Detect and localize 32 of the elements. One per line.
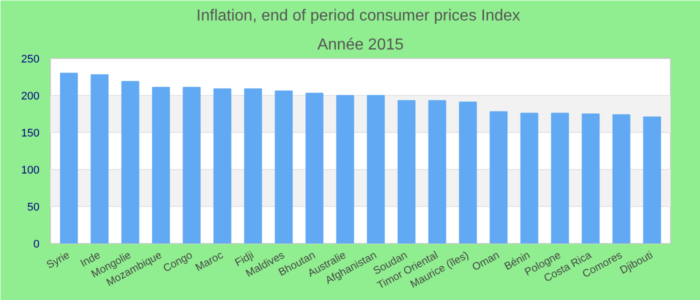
y-tick-label: 0	[33, 238, 40, 250]
bar	[152, 86, 170, 244]
bar	[398, 100, 416, 244]
y-tick-label: 50	[27, 202, 40, 214]
y-tick-label: 200	[21, 90, 40, 102]
bar	[643, 116, 662, 244]
bar	[520, 112, 538, 244]
bar	[90, 74, 109, 244]
bar	[182, 86, 201, 244]
bar	[612, 114, 630, 244]
bar	[428, 100, 446, 244]
bar	[244, 88, 262, 244]
x-tick-label: Maroc	[194, 248, 226, 274]
x-tick-label: Syrie	[44, 249, 72, 272]
x-tick-label: Oman	[470, 249, 502, 274]
chart-title: Inflation, end of period consumer prices Index	[196, 8, 520, 24]
bar	[121, 80, 140, 244]
bar	[490, 111, 508, 244]
x-tick-label: Congo	[161, 249, 195, 275]
bar	[306, 92, 324, 244]
y-tick-label: 250	[21, 54, 40, 66]
y-tick-label: 150	[21, 128, 40, 140]
bar	[213, 88, 232, 244]
bar	[582, 114, 600, 244]
chart-subtitle: Année 2015	[317, 36, 404, 54]
bar	[274, 90, 293, 244]
bar	[336, 95, 354, 244]
y-tick-label: 100	[21, 164, 40, 176]
bar	[366, 95, 385, 244]
bar	[458, 102, 477, 244]
bar	[551, 112, 569, 244]
bar	[60, 72, 78, 244]
